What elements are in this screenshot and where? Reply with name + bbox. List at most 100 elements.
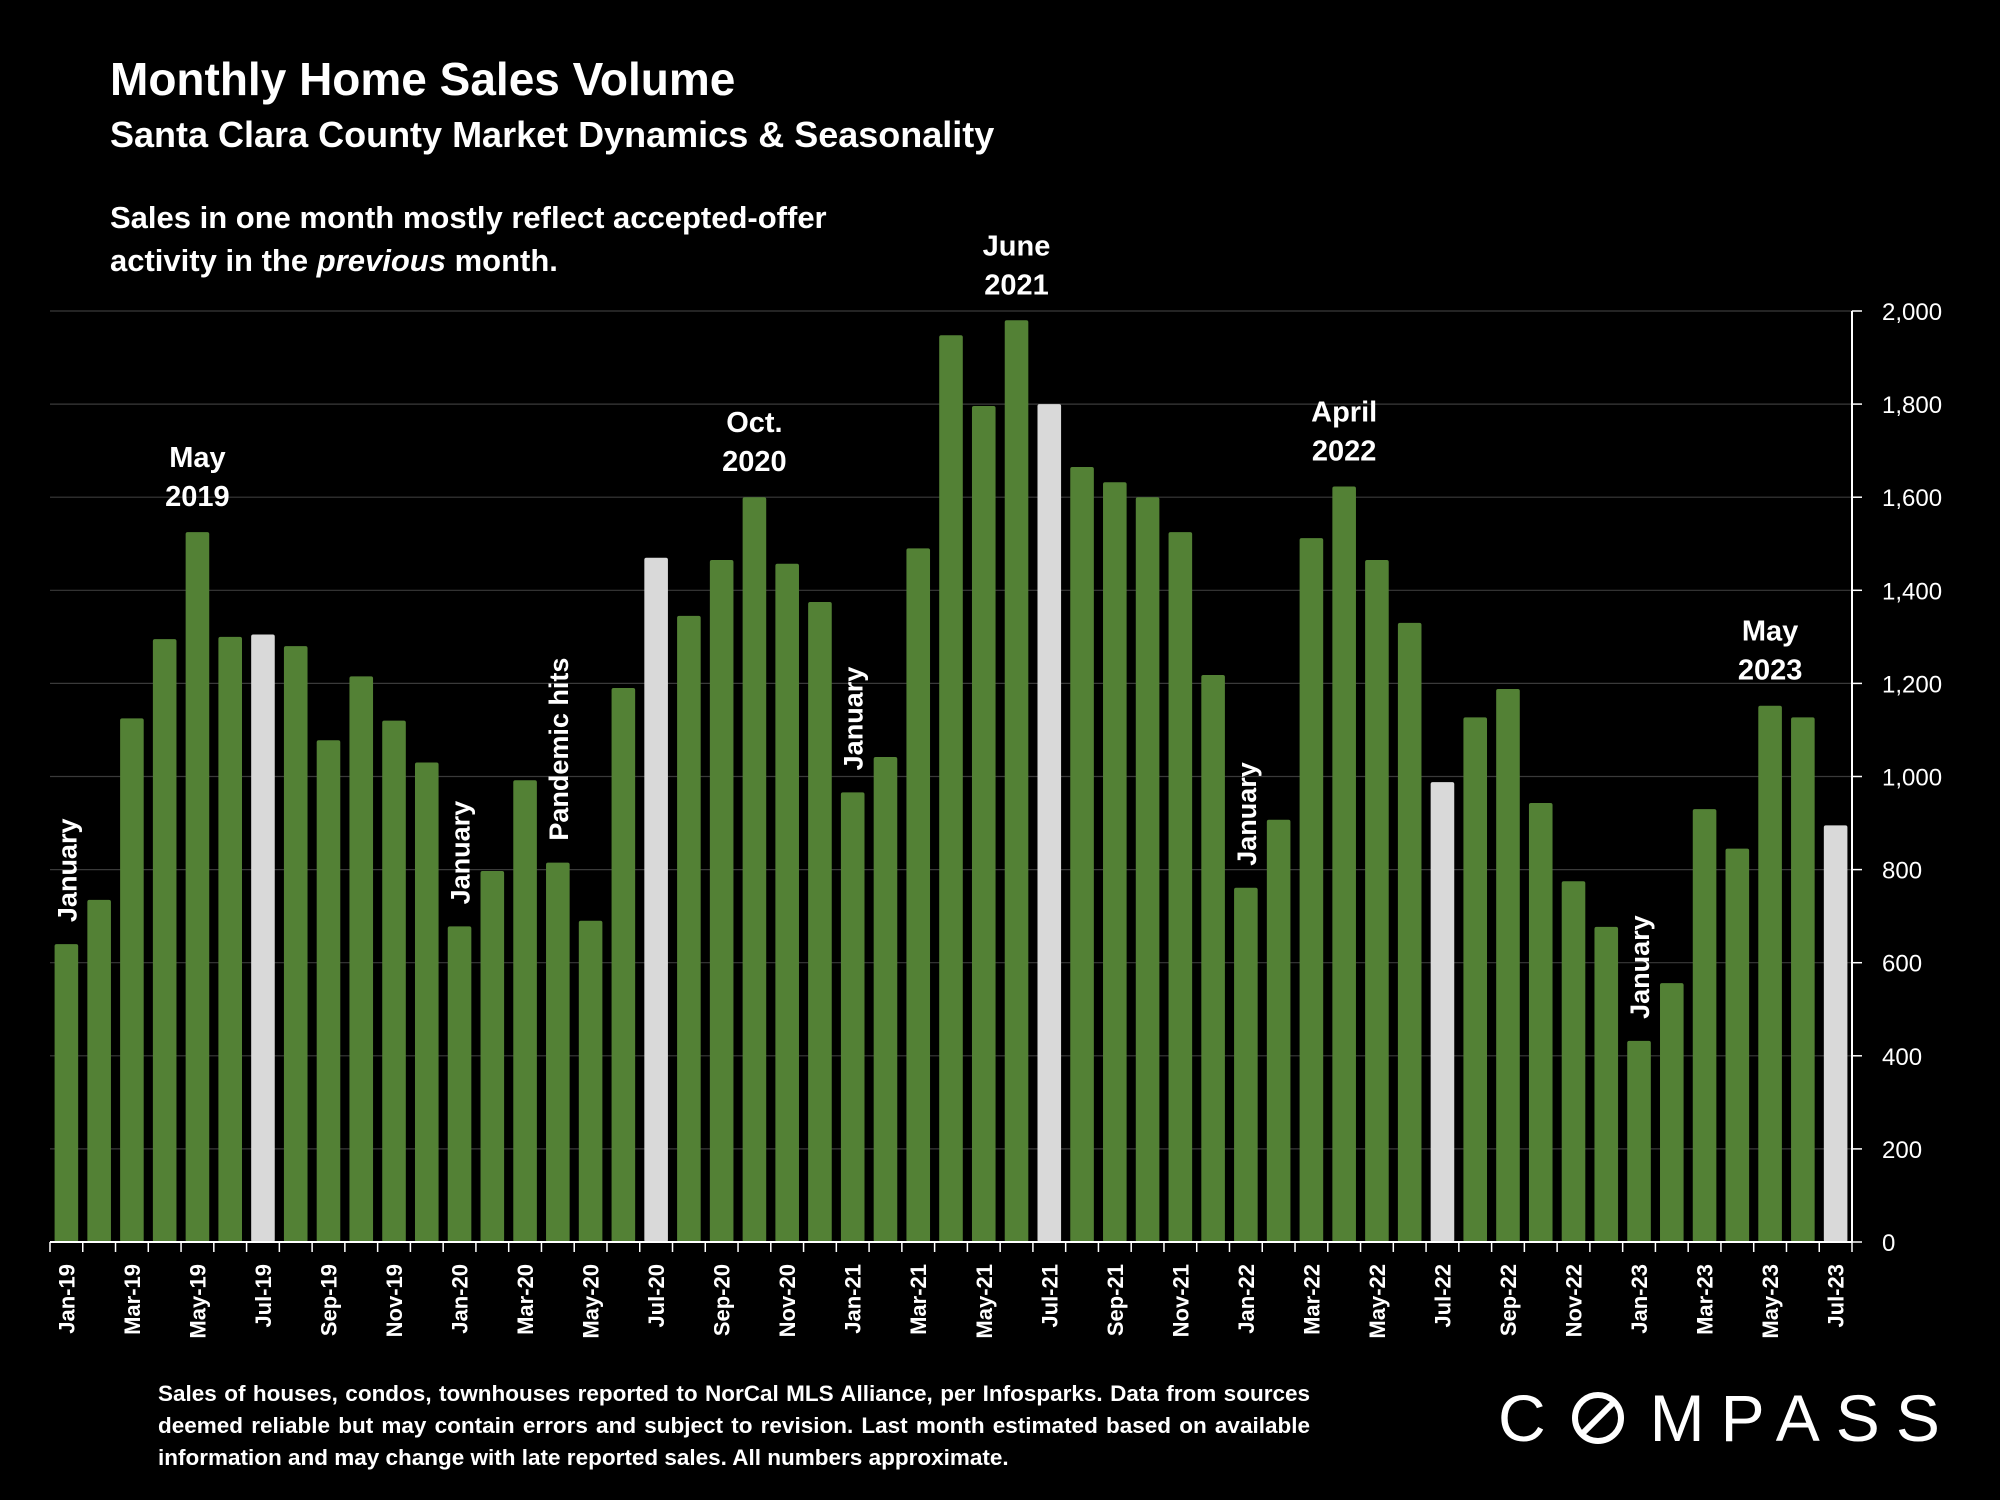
x-tick-label: Jul-19: [251, 1264, 276, 1328]
x-tick-label: Sep-21: [1103, 1264, 1128, 1336]
x-tick-label: Mar-19: [120, 1264, 145, 1335]
y-tick-label: 200: [1882, 1137, 1922, 1164]
x-tick-label: May-21: [972, 1264, 997, 1339]
bar-mar-21: [906, 548, 931, 1242]
annotation-rotated: January: [446, 801, 476, 905]
annotation-line: May: [169, 442, 225, 474]
annotation-rotated: Pandemic hits: [544, 658, 574, 841]
bar-nov-19: [382, 720, 406, 1242]
annotation-peak: April 2022: [1311, 396, 1377, 467]
bar-mar-23: [1692, 809, 1717, 1242]
bar-mar-19: [120, 718, 144, 1242]
annotation-rotated: January: [1625, 915, 1655, 1019]
bar-jun-23: [1791, 717, 1815, 1242]
note-emphasis: previous: [316, 243, 446, 278]
y-tick-label: 1,600: [1882, 485, 1942, 512]
x-tick-label: Nov-19: [382, 1264, 407, 1337]
x-tick-label: Jan-21: [841, 1264, 866, 1334]
x-tick-label: Jul-20: [644, 1264, 669, 1328]
bar-feb-21: [873, 756, 898, 1242]
bar-jan-21: [840, 792, 865, 1242]
bar-mar-20: [513, 780, 537, 1242]
bar-may-22: [1365, 560, 1389, 1242]
chart-title: Monthly Home Sales Volume: [110, 53, 736, 105]
logo-letters-rest: MPASS: [1649, 1381, 1956, 1455]
bar-jan-19: [54, 944, 79, 1242]
bar-jul-19: [251, 634, 275, 1242]
x-tick-label: Mar-21: [906, 1264, 931, 1335]
x-tick-label: Sep-22: [1496, 1264, 1521, 1336]
annotation-peak: Oct. 2020: [722, 407, 787, 478]
bar-feb-23: [1660, 983, 1684, 1242]
y-tick-label: 400: [1882, 1044, 1922, 1071]
x-tick-label: Jan-22: [1234, 1264, 1259, 1334]
annotation-line: 2023: [1738, 655, 1803, 687]
bar-sep-20: [709, 560, 734, 1242]
annotation-line: 2022: [1312, 435, 1377, 467]
bar-nov-22: [1561, 881, 1586, 1242]
bar-nov-21: [1168, 532, 1193, 1242]
x-tick-label: Mar-20: [513, 1264, 538, 1335]
bar-nov-20: [775, 563, 799, 1242]
x-tick-label: Nov-22: [1562, 1264, 1587, 1337]
x-tick-label: Jan-19: [54, 1264, 79, 1334]
bar-aug-19: [283, 646, 308, 1242]
bar-jun-19: [218, 636, 242, 1242]
bar-oct-22: [1528, 803, 1553, 1242]
x-tick-label: Mar-23: [1693, 1264, 1718, 1335]
bar-aug-21: [1070, 466, 1094, 1242]
x-tick-label: Jul-21: [1037, 1264, 1062, 1328]
bar-may-21: [971, 405, 996, 1242]
bar-apr-19: [152, 639, 177, 1242]
y-tick-label: 1,800: [1882, 392, 1942, 419]
bar-dec-20: [808, 601, 832, 1242]
annotation-line: 2019: [165, 481, 230, 513]
y-tick-label: 0: [1882, 1230, 1895, 1257]
bar-chart: 0 200 400 600 800 1,000 1,200 1,400 1,600 1,800 2,…: [49, 230, 1942, 1339]
bar-jun-20: [611, 688, 636, 1242]
compass-logo: C MPASS: [1498, 1378, 1956, 1458]
annotation-line: June: [983, 230, 1051, 262]
bar-jan-22: [1234, 887, 1258, 1242]
annotation-peak: June 2021: [983, 230, 1051, 301]
x-tick-label: Mar-22: [1299, 1264, 1324, 1335]
x-tick-label: Sep-20: [710, 1264, 735, 1336]
y-tick-label: 2,000: [1882, 299, 1942, 326]
bar-apr-23: [1725, 848, 1750, 1242]
x-tick-label: May-20: [579, 1264, 604, 1339]
x-tick-label: May-22: [1365, 1264, 1390, 1339]
bar-sep-22: [1496, 688, 1520, 1242]
bar-jul-23: [1823, 825, 1848, 1242]
annotation-rotated: January: [1232, 762, 1262, 866]
y-tick-label: 1,000: [1882, 765, 1942, 792]
y-tick-label: 1,200: [1882, 671, 1942, 698]
annotation-line: April: [1311, 396, 1377, 428]
bar-dec-19: [414, 762, 439, 1242]
bar-feb-20: [480, 870, 505, 1242]
x-tick-label: Sep-19: [316, 1264, 341, 1336]
bar-oct-19: [349, 676, 374, 1242]
bar-may-20: [578, 920, 603, 1242]
bar-mar-22: [1299, 538, 1324, 1242]
bar-jun-22: [1397, 622, 1422, 1242]
bar-dec-22: [1594, 926, 1619, 1242]
x-tick-label: May-23: [1758, 1264, 1783, 1339]
x-tick-label: May-19: [185, 1264, 210, 1339]
annotation-line: Oct.: [726, 407, 782, 439]
bar-aug-22: [1463, 717, 1488, 1242]
bar-jul-20: [644, 557, 668, 1242]
bar-sep-19: [316, 740, 341, 1242]
annotation-line: 2021: [984, 269, 1049, 301]
bar-sep-21: [1103, 482, 1127, 1243]
chart-note: Sales in one month mostly reflect accept…: [110, 196, 830, 282]
bar-apr-22: [1332, 486, 1356, 1242]
bar-aug-20: [677, 615, 701, 1242]
bar-oct-20: [742, 497, 767, 1242]
y-tick-label: 600: [1882, 951, 1922, 978]
annotation-line: May: [1742, 616, 1798, 648]
bar-feb-19: [87, 899, 111, 1242]
annotation-rotated: January: [839, 667, 869, 771]
bar-apr-21: [939, 335, 963, 1242]
annotation-rotated: January: [52, 819, 82, 923]
x-tick-label: Jul-23: [1824, 1264, 1849, 1328]
